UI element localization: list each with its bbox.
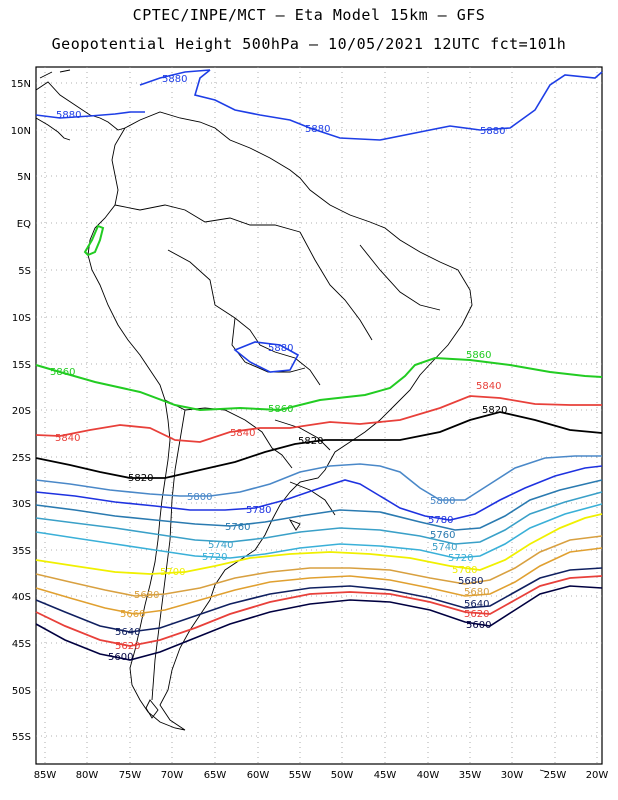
contour-labels: 5880 5880 5880 5880 5880 5860 5860 5860 … bbox=[50, 74, 507, 663]
label-5760: 5760 bbox=[430, 530, 455, 541]
contour-5880-closed bbox=[233, 341, 300, 373]
lon-label: 20W bbox=[586, 770, 609, 781]
lon-label: 35W bbox=[459, 770, 482, 781]
lat-label: 25S bbox=[12, 453, 31, 464]
lat-label: 20S bbox=[12, 406, 31, 417]
label-5860: 5860 bbox=[466, 350, 491, 361]
label-5740: 5740 bbox=[208, 540, 233, 551]
label-5760: 5760 bbox=[225, 522, 250, 533]
contour-5600 bbox=[35, 585, 603, 661]
label-5640: 5640 bbox=[464, 599, 489, 610]
lat-label: 10S bbox=[12, 313, 31, 324]
coastlines bbox=[35, 69, 549, 773]
label-5880: 5880 bbox=[56, 110, 81, 121]
label-5620: 5620 bbox=[464, 609, 489, 620]
lon-label: 55W bbox=[289, 770, 312, 781]
contour-5880-top bbox=[139, 69, 211, 86]
contour-5700 bbox=[35, 513, 603, 575]
label-5780: 5780 bbox=[246, 505, 271, 516]
lat-label: 40S bbox=[12, 592, 31, 603]
label-5840: 5840 bbox=[230, 428, 255, 439]
contour-5760 bbox=[35, 479, 603, 531]
lat-label: 55S bbox=[12, 732, 31, 743]
contour-5740 bbox=[35, 491, 603, 545]
label-5800: 5800 bbox=[187, 492, 212, 503]
label-5680: 5680 bbox=[458, 576, 483, 587]
label-5700: 5700 bbox=[452, 565, 477, 576]
lon-label: 75W bbox=[119, 770, 142, 781]
label-5860: 5860 bbox=[50, 367, 75, 378]
lon-label: 60W bbox=[247, 770, 270, 781]
contour-5800 bbox=[35, 455, 602, 501]
lon-label: 25W bbox=[544, 770, 567, 781]
label-5840: 5840 bbox=[55, 433, 80, 444]
label-5740: 5740 bbox=[432, 542, 457, 553]
contour-5720 bbox=[35, 503, 603, 559]
contour-5640 bbox=[35, 567, 603, 633]
lon-label: 50W bbox=[331, 770, 354, 781]
label-5640: 5640 bbox=[115, 627, 140, 638]
label-5600: 5600 bbox=[466, 620, 491, 631]
contour-5680 bbox=[35, 535, 603, 597]
lat-label: 45S bbox=[12, 639, 31, 650]
contour-5860-closed bbox=[83, 224, 105, 257]
lat-label: 50S bbox=[12, 686, 31, 697]
lon-axis: 85W 80W 75W 70W 65W 60W 55W 50W 45W 40W … bbox=[34, 770, 609, 781]
contour-5620 bbox=[35, 575, 603, 647]
label-5600: 5600 bbox=[108, 652, 133, 663]
lat-axis: 15N 10N 5N EQ 5S 10S 15S 20S 25S 30S 35S… bbox=[11, 79, 31, 743]
lat-label: EQ bbox=[17, 219, 31, 230]
label-5880: 5880 bbox=[480, 126, 505, 137]
lat-label: 10N bbox=[11, 126, 31, 137]
label-5880: 5880 bbox=[162, 74, 187, 85]
label-5780: 5780 bbox=[428, 515, 453, 526]
lat-label: 35S bbox=[12, 546, 31, 557]
contour-5880-west bbox=[35, 111, 145, 119]
lat-label: 5S bbox=[18, 266, 31, 277]
label-5720: 5720 bbox=[448, 553, 473, 564]
lon-label: 45W bbox=[374, 770, 397, 781]
contour-5660 bbox=[35, 547, 603, 615]
label-5700: 5700 bbox=[160, 567, 185, 578]
lon-label: 30W bbox=[501, 770, 524, 781]
label-5880: 5880 bbox=[305, 124, 330, 135]
chart-subtitle: Geopotential Height 500hPa — 10/05/2021 … bbox=[51, 35, 567, 53]
label-5660: 5660 bbox=[120, 609, 145, 620]
label-5840: 5840 bbox=[476, 381, 501, 392]
label-5800: 5800 bbox=[430, 496, 455, 507]
label-5620: 5620 bbox=[115, 641, 140, 652]
contour-5840 bbox=[35, 395, 602, 443]
lon-label: 40W bbox=[417, 770, 440, 781]
contour-5780 bbox=[35, 465, 603, 521]
label-5820: 5820 bbox=[298, 436, 323, 447]
lon-label: 85W bbox=[34, 770, 57, 781]
contour-5860 bbox=[35, 356, 603, 412]
lon-label: 80W bbox=[76, 770, 99, 781]
label-5680: 5680 bbox=[134, 590, 159, 601]
lon-label: 70W bbox=[161, 770, 184, 781]
label-5720: 5720 bbox=[202, 552, 227, 563]
lat-label: 30S bbox=[12, 499, 31, 510]
label-5820: 5820 bbox=[482, 405, 507, 416]
lat-label: 5N bbox=[17, 172, 31, 183]
label-5680: 5680 bbox=[464, 587, 489, 598]
label-5860: 5860 bbox=[268, 404, 293, 415]
label-5880: 5880 bbox=[268, 343, 293, 354]
lon-label: 65W bbox=[204, 770, 227, 781]
contour-5820 bbox=[35, 411, 603, 479]
label-5820: 5820 bbox=[128, 473, 153, 484]
contour-5880-north bbox=[193, 69, 603, 141]
lat-label: 15S bbox=[12, 360, 31, 371]
chart-title: CPTEC/INPE/MCT — Eta Model 15km — GFS bbox=[132, 6, 486, 24]
lat-label: 15N bbox=[11, 79, 31, 90]
